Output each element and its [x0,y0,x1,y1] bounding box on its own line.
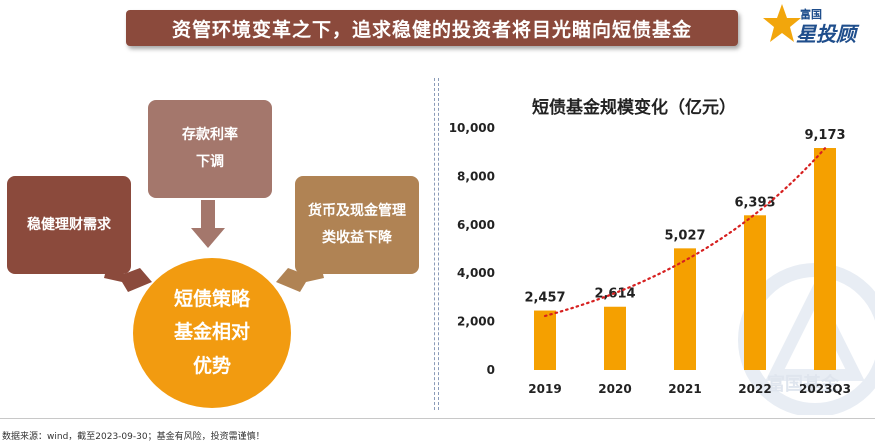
watermark-text: 富国基金 [767,373,840,395]
box-deposit-rate-line1: 存款利率 [182,127,238,144]
star-icon [763,4,801,42]
footer-divider [0,418,875,419]
divider-dashed-2 [438,78,439,410]
data-label: 5,027 [664,228,705,243]
logo-line-1: 富国 [800,8,822,21]
logo-line-2: 星投顾 [796,22,856,46]
bar-chart: 02,0004,0006,0008,00010,0002,45720192,61… [449,121,851,396]
arrow-left-curve [104,268,152,292]
bar [744,215,766,370]
circle-line1: 短债策略 [173,288,250,311]
short-bond-advantage-circle: 短债策略 基金相对 优势 [133,258,291,408]
box-deposit-rate-line2: 下调 [196,154,224,170]
x-tick-label: 2020 [598,382,631,396]
bar [604,306,626,370]
box-money-fund-yield: 货币及现金管理 类收益下降 [295,176,419,274]
y-tick-label: 0 [487,363,495,377]
divider-dashed [434,78,435,410]
data-label: 2,457 [524,291,565,306]
trend-line [543,147,827,318]
x-tick-label: 2021 [668,382,701,396]
data-label: 9,173 [804,128,845,143]
x-tick-label: 2019 [528,382,561,396]
box-deposit-rate: 存款利率 下调 [148,100,272,198]
arrow-right-curve [276,268,324,292]
y-tick-label: 6,000 [457,218,495,232]
box-money-fund-line2: 类收益下降 [322,230,392,246]
brand-logo: 富国 星投顾 [762,2,870,46]
box-stable-demand-label: 稳健理财需求 [27,216,111,233]
y-tick-label: 10,000 [449,121,495,135]
box-stable-demand: 稳健理财需求 [7,176,131,274]
footer-source: 数据来源：wind，截至2023-09-30；基金有风险，投资需谨慎！ [2,432,265,442]
arrow-down [191,200,225,248]
bar [534,310,556,370]
chart-title: 短债基金规模变化（亿元） [532,98,736,118]
circle-line3: 优势 [192,354,231,377]
circle-line2: 基金相对 [173,321,250,344]
bar [674,248,696,370]
y-tick-label: 8,000 [457,169,495,183]
bar [814,148,836,370]
x-tick-label: 2022 [738,382,771,396]
x-tick-label: 2023Q3 [799,382,851,396]
y-tick-label: 4,000 [457,266,495,280]
diagram-arrows [104,200,324,292]
y-tick-label: 2,000 [457,315,495,329]
box-money-fund-line1: 货币及现金管理 [308,203,406,220]
page-title: 资管环境变革之下，追求稳健的投资者将目光瞄向短债基金 [126,10,738,46]
